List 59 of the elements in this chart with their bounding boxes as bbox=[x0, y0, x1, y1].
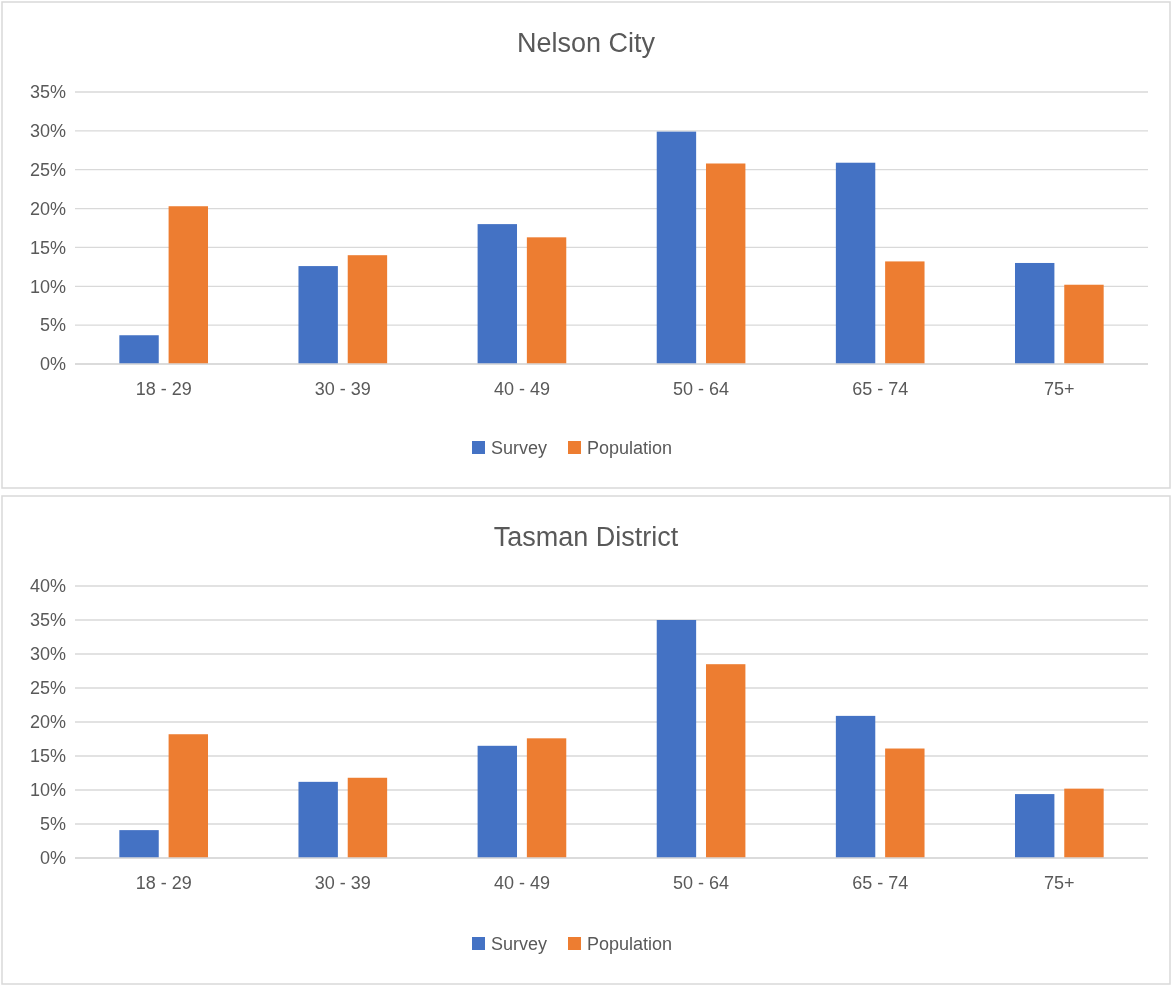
y-tick-label: 20% bbox=[29, 712, 66, 733]
bar bbox=[168, 206, 209, 364]
chart-title: Nelson City bbox=[516, 28, 656, 58]
bar bbox=[347, 777, 388, 858]
legend-label: Population bbox=[587, 438, 673, 459]
bar bbox=[835, 162, 876, 364]
bar bbox=[119, 830, 159, 858]
y-tick-label: 10% bbox=[29, 276, 66, 297]
y-tick-label: 35% bbox=[29, 610, 66, 631]
y-tick-label: 30% bbox=[29, 644, 66, 665]
x-tick-label: 75+ bbox=[1044, 873, 1075, 893]
bar bbox=[298, 781, 338, 858]
y-tick-label: 40% bbox=[29, 576, 66, 597]
bar bbox=[119, 335, 159, 364]
y-tick-label: 5% bbox=[39, 814, 66, 835]
x-tick-label: 50 - 64 bbox=[673, 379, 730, 399]
x-tick-label: 18 - 29 bbox=[135, 379, 192, 399]
bar bbox=[1064, 284, 1104, 364]
x-tick-label: 18 - 29 bbox=[135, 873, 192, 893]
bar bbox=[885, 261, 925, 364]
bar bbox=[1064, 788, 1104, 858]
x-tick-label: 65 - 74 bbox=[852, 379, 909, 399]
y-tick-label: 0% bbox=[39, 354, 66, 375]
bar bbox=[526, 738, 567, 858]
x-tick-label: 75+ bbox=[1044, 379, 1075, 399]
bar bbox=[885, 748, 925, 858]
y-tick-label: 20% bbox=[29, 198, 66, 219]
bar bbox=[1014, 794, 1055, 858]
y-tick-label: 5% bbox=[39, 315, 66, 336]
x-tick-label: 40 - 49 bbox=[493, 873, 550, 893]
bar bbox=[835, 715, 876, 858]
legend-label: Population bbox=[587, 934, 673, 955]
y-tick-label: 10% bbox=[29, 780, 66, 801]
y-tick-label: 0% bbox=[39, 848, 66, 869]
x-tick-label: 30 - 39 bbox=[314, 873, 371, 893]
bar bbox=[1014, 262, 1055, 364]
bar bbox=[347, 255, 388, 364]
bar bbox=[477, 745, 518, 858]
legend-label: Survey bbox=[491, 934, 548, 955]
x-tick-label: 65 - 74 bbox=[852, 873, 909, 893]
y-tick-label: 15% bbox=[29, 237, 66, 258]
y-tick-label: 30% bbox=[29, 121, 66, 142]
x-tick-label: 50 - 64 bbox=[673, 873, 730, 893]
y-tick-label: 25% bbox=[29, 678, 66, 699]
bar bbox=[477, 224, 518, 364]
bar bbox=[656, 131, 697, 364]
y-tick-label: 25% bbox=[29, 160, 66, 181]
chart-title: Tasman District bbox=[493, 522, 679, 552]
bar bbox=[705, 664, 746, 858]
bar bbox=[298, 266, 338, 364]
bar bbox=[656, 620, 697, 858]
y-tick-label: 35% bbox=[29, 82, 66, 103]
bar bbox=[526, 237, 567, 364]
bar bbox=[705, 163, 746, 364]
x-tick-label: 30 - 39 bbox=[314, 379, 371, 399]
x-tick-label: 40 - 49 bbox=[493, 379, 550, 399]
bar bbox=[168, 734, 209, 858]
y-tick-label: 15% bbox=[29, 746, 66, 767]
legend-label: Survey bbox=[491, 438, 548, 459]
